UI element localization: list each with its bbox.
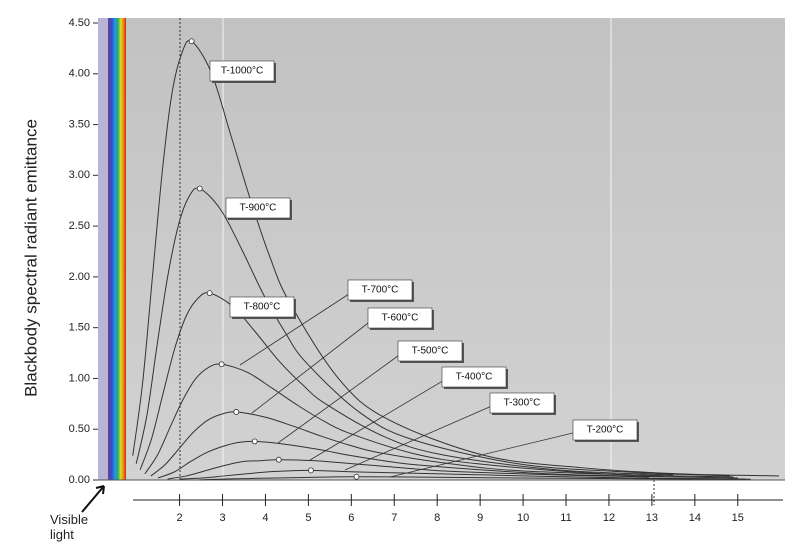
series-label: T-900°C — [240, 203, 277, 214]
curve — [180, 469, 746, 480]
y-tick-label: 2.00 — [69, 271, 90, 283]
plot-area — [98, 18, 785, 480]
y-tick-label: 3.50 — [69, 118, 90, 130]
x-tick-label: 15 — [732, 512, 744, 524]
peak-marker — [275, 456, 282, 463]
peak-marker — [218, 361, 225, 368]
annotation-box: Visible light — [50, 512, 89, 542]
series-label: T-500°C — [412, 346, 449, 357]
label-box — [489, 392, 555, 414]
label-box — [225, 197, 291, 219]
x-tick-label: 3 — [219, 512, 225, 524]
y-tick-label: 2.50 — [69, 220, 90, 232]
x-tick-label: 7 — [391, 512, 397, 524]
series-label: T-400°C — [456, 372, 493, 383]
series-label: T-300°C — [504, 398, 541, 409]
label-box — [347, 279, 413, 301]
x-tick-label: 14 — [689, 512, 701, 524]
series-label: T-200°C — [587, 425, 624, 436]
x-tick-label: 12 — [603, 512, 615, 524]
series-label: T-800°C — [244, 302, 281, 313]
peak-marker — [206, 290, 213, 297]
curve — [198, 476, 751, 481]
peak-marker — [188, 38, 195, 45]
curve — [132, 40, 779, 477]
leader-line — [344, 404, 495, 471]
y-tick-label: 0.00 — [69, 474, 90, 486]
label-box — [572, 419, 638, 441]
y-tick-label: 4.50 — [69, 17, 90, 29]
leader-line — [239, 291, 353, 366]
x-tick-label: 13 — [646, 512, 658, 524]
label-box — [229, 296, 295, 318]
series-label: T-1000°C — [221, 66, 263, 77]
curve — [139, 292, 674, 476]
y-tick-label: 4.00 — [69, 68, 90, 80]
curve — [150, 411, 664, 477]
y-tick-label: 1.00 — [69, 372, 90, 384]
x-tick-label: 9 — [477, 512, 483, 524]
series-label: T-600°C — [382, 313, 419, 324]
leader-line — [309, 378, 447, 461]
uv-band — [98, 18, 108, 480]
leader-line — [251, 319, 373, 414]
x-tick-label: 4 — [262, 512, 268, 524]
peak-marker — [196, 185, 203, 192]
peak-marker — [353, 473, 360, 480]
label-box — [397, 340, 463, 362]
label-box — [441, 366, 507, 388]
peak-marker — [233, 409, 240, 415]
leader-line — [277, 352, 403, 444]
label-box — [209, 60, 275, 82]
x-tick-label: 8 — [434, 512, 440, 524]
annotation: Visible light — [50, 512, 89, 542]
label-box — [367, 307, 433, 329]
series-label: T-700°C — [362, 285, 399, 296]
x-tick-label: 2 — [177, 512, 183, 524]
y-tick-label: 0.50 — [69, 423, 90, 435]
x-tick-label: 11 — [560, 512, 571, 524]
curve — [135, 187, 731, 477]
peak-marker — [251, 438, 258, 445]
y-axis-title: Blackbody spectral radiant emittance — [21, 119, 40, 397]
curve — [157, 440, 738, 479]
y-tick-label: 1.50 — [69, 322, 90, 334]
x-tick-label: 5 — [305, 512, 311, 524]
curve — [144, 363, 734, 478]
leader-line — [389, 431, 578, 478]
curve — [167, 459, 649, 480]
peak-marker — [308, 467, 314, 474]
visible-band — [108, 18, 126, 480]
y-tick-label: 3.00 — [69, 169, 90, 181]
x-tick-label: 10 — [517, 512, 529, 524]
arrow — [81, 485, 105, 513]
x-tick-label: 6 — [348, 512, 354, 524]
